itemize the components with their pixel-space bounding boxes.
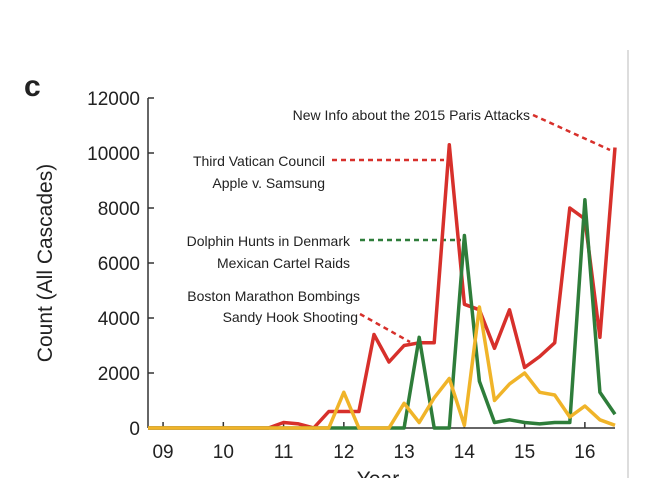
y-tick-label: 2000 — [98, 364, 140, 385]
y-axis-label: Count (All Cascades) — [34, 164, 57, 362]
annotation: Sandy Hook Shooting — [223, 309, 358, 325]
annotation-leaders — [332, 113, 611, 344]
x-tick-label: 16 — [574, 442, 595, 463]
annotation: Apple v. Samsung — [212, 175, 325, 191]
y-tick-label: 0 — [129, 419, 140, 440]
leader — [359, 312, 411, 344]
x-tick-label: 11 — [274, 442, 294, 463]
y-tick-label: 4000 — [98, 309, 140, 330]
x-tick-label: 09 — [152, 442, 173, 463]
x-tick-label: 13 — [394, 442, 415, 463]
annotation: Third Vatican Council — [193, 153, 325, 169]
y-tick-label: 6000 — [98, 254, 140, 275]
panel-label: c — [24, 70, 41, 103]
x-tick-label: 12 — [333, 442, 354, 463]
leader — [532, 113, 611, 152]
x-axis-label: Year — [357, 468, 399, 478]
y-tick-label: 12000 — [87, 89, 140, 110]
annotation: Boston Marathon Bombings — [187, 288, 360, 304]
x-tick-label: 15 — [514, 442, 535, 463]
y-tick-label: 8000 — [98, 199, 140, 220]
y-tick-label: 10000 — [87, 144, 140, 165]
annotation: Dolphin Hunts in Denmark — [187, 233, 351, 249]
series-line — [148, 305, 616, 430]
x-tick-label: 14 — [454, 442, 476, 463]
x-tick-label: 10 — [213, 442, 234, 463]
annotation: Mexican Cartel Raids — [217, 255, 350, 271]
annotation: New Info about the 2015 Paris Attacks — [293, 107, 530, 123]
